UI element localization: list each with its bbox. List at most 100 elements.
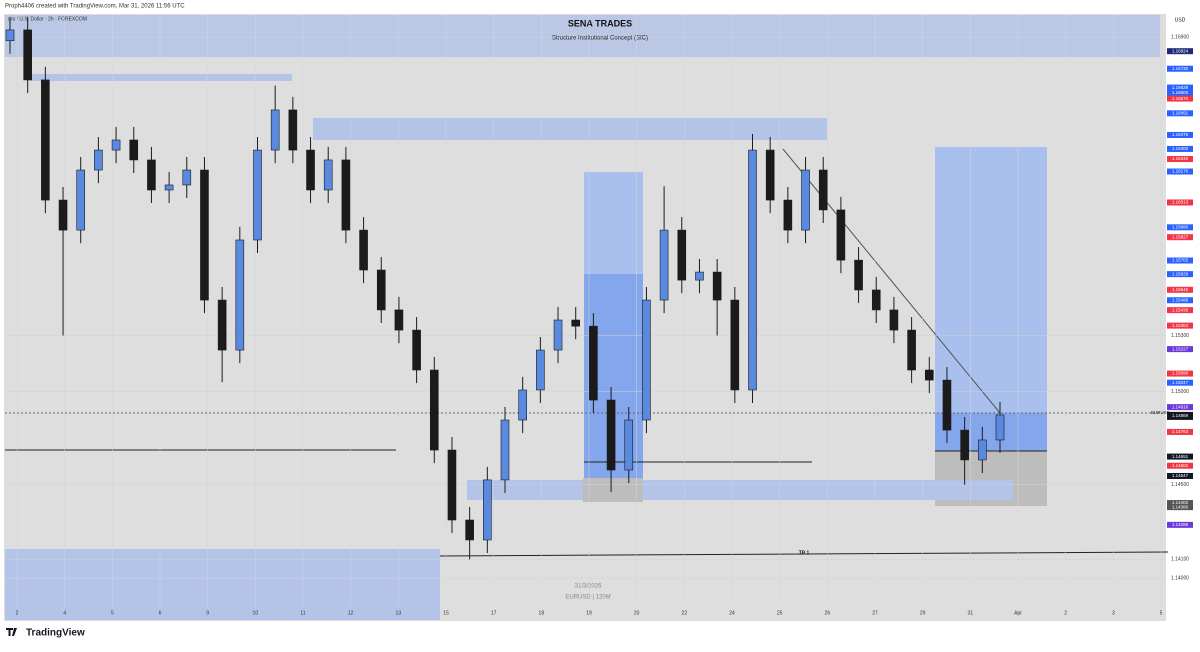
candle-body [341, 159, 351, 231]
price-tag-label: 1.14916 [1172, 404, 1189, 409]
x-tick-label: 18 [539, 610, 545, 616]
price-tag [1167, 504, 1193, 511]
current-price-tag [1167, 411, 1193, 420]
price-tag-label: 1.16600 [1172, 90, 1189, 95]
x-tick-label: 4 [63, 610, 66, 616]
candle-body [359, 229, 368, 271]
price-tag-label: 1.14651 [1172, 454, 1189, 459]
price-tag-label: 1.15489 [1172, 297, 1189, 302]
candle-body [553, 319, 563, 351]
price-tag-label: 1.15629 [1172, 271, 1189, 276]
price-tag [1167, 65, 1193, 72]
x-tick-label: 15 [443, 610, 449, 616]
x-tick-label: 26 [825, 610, 831, 616]
candle-body [270, 109, 280, 151]
candle-body [659, 229, 669, 301]
brand: TradingView [26, 628, 85, 639]
price-tag [1167, 95, 1193, 102]
price-tag-label: 1.16246 [1172, 156, 1189, 161]
price-tag-label: 1.16824 [1172, 48, 1189, 53]
zone [313, 118, 827, 140]
symbol: uro / U.S. Dollar · 2h · FOREXCOM [8, 16, 87, 22]
price-tag [1167, 297, 1193, 304]
candle-body [677, 229, 687, 281]
candle-body [818, 169, 828, 211]
y-tick-label: 1.14500 [1171, 482, 1189, 488]
watermark-symbol: EURUSD | 120M [565, 595, 610, 601]
candle-body [412, 329, 421, 371]
x-tick-label: 2 [16, 610, 19, 616]
price-tag [1167, 234, 1193, 241]
price-tag-label: 1.15227 [1172, 346, 1189, 351]
zone [583, 478, 643, 502]
candle-body [58, 199, 68, 231]
candle-body [129, 139, 139, 161]
candle-body [765, 149, 775, 201]
current-price-label: 1.14869 [1172, 413, 1189, 418]
candle-body [323, 159, 333, 191]
x-tick-label: 19 [586, 610, 592, 616]
price-tag-label: 1.15545 [1172, 287, 1189, 292]
zones [5, 15, 1160, 620]
price-tag [1167, 500, 1193, 507]
price-tag [1167, 257, 1193, 264]
candle-body [429, 369, 439, 451]
price-tag-label: 1.15047 [1172, 380, 1189, 385]
price-tag [1167, 199, 1193, 206]
candle-body [288, 109, 298, 151]
candle-body [978, 439, 987, 461]
candle-body [871, 289, 881, 311]
candle-body [589, 325, 598, 401]
zone [5, 15, 1160, 57]
candle-body [942, 379, 952, 431]
x-tick-label: 27 [872, 610, 878, 616]
price-tag [1167, 84, 1193, 91]
candle-body [182, 169, 192, 186]
price-tag [1167, 379, 1193, 386]
price-tag [1167, 156, 1193, 163]
candle-body [394, 309, 404, 331]
x-tick-label: 9 [206, 610, 209, 616]
x-tick-label: 3 [1112, 610, 1115, 616]
candle-body [907, 329, 916, 371]
brand-logo [6, 628, 17, 636]
x-tick-label: 5 [111, 610, 114, 616]
x-tick-label: 31 [968, 610, 974, 616]
candle-body [712, 271, 722, 301]
candle-body [748, 149, 757, 391]
candle-body [695, 271, 704, 281]
zone [935, 413, 1047, 451]
price-tag [1167, 110, 1193, 117]
candle-body [518, 389, 527, 421]
candle-body [960, 429, 969, 461]
x-tick-label: 11 [300, 610, 305, 616]
x-tick-label: 2 [1064, 610, 1067, 616]
tp-label: TP 1 [799, 550, 810, 556]
price-tag [1167, 48, 1193, 55]
y-tick-label: 1.15300 [1171, 333, 1189, 339]
x-tick-label: 10 [253, 610, 259, 616]
price-tag-label: 1.15827 [1172, 234, 1189, 239]
price-tag-label: 1.15353 [1172, 323, 1189, 328]
price-tag [1167, 370, 1193, 377]
chart-subtitle: Structure Institutional Concept (SIC) [552, 36, 648, 42]
candle-body [41, 79, 50, 201]
x-tick-label: 22 [682, 610, 688, 616]
candle-body [730, 299, 740, 391]
candle-body [5, 29, 15, 42]
tp-line [439, 551, 1169, 557]
watermark-date: 31/3/2026 [575, 584, 602, 590]
x-tick-label: Apr [1014, 610, 1022, 616]
y-tick-label: 1.15000 [1171, 389, 1189, 395]
candle-body [147, 159, 156, 191]
candle-body [164, 184, 174, 191]
price-tag-label: 1.16179 [1172, 169, 1189, 174]
price-tag-label: 1.15880 [1172, 224, 1189, 229]
candle-body [995, 414, 1005, 441]
price-tag-label: 1.16013 [1172, 200, 1189, 205]
candle-body [783, 199, 793, 231]
y-tick-label: 1.14100 [1171, 557, 1189, 563]
chart-title: SENA TRADES [568, 18, 632, 28]
